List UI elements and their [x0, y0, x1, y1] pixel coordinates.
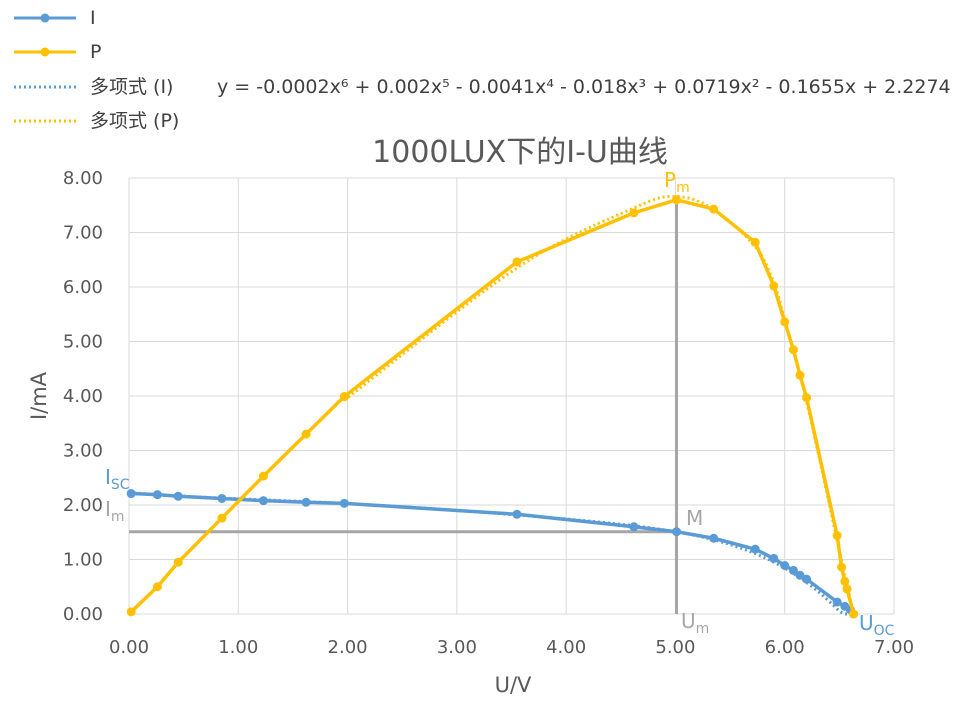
um-label: Um [681, 609, 709, 637]
data-point-i [629, 522, 639, 532]
data-point-i [769, 553, 779, 563]
legend-label-poly-p: 多项式 (P) [90, 110, 179, 132]
legend-item-i: I [14, 7, 96, 29]
data-point-i [258, 496, 268, 506]
data-point-p [173, 557, 183, 567]
data-point-p [258, 471, 268, 481]
data-point-i [802, 574, 812, 584]
y-tick-labels: 0.00 1.00 2.00 3.00 4.00 5.00 6.00 7.00 8.00 [63, 168, 103, 625]
x-tick-label: 6.00 [765, 637, 805, 658]
x-tick-label: 4.00 [546, 637, 586, 658]
im-label: Im [105, 497, 125, 525]
data-point-p [780, 317, 790, 327]
series-line-i [131, 491, 855, 616]
y-tick-label: 4.00 [63, 386, 103, 407]
legend-label-poly-i: 多项式 (I) [90, 76, 173, 98]
data-point-i [788, 565, 798, 575]
legend: I P 多项式 (I) y = -0.0002x⁶ + 0.002x⁵ - 0.… [14, 7, 951, 132]
x-axis-title: U/V [495, 673, 532, 697]
isc-label: ISC [105, 465, 130, 493]
legend-item-p: P [14, 41, 101, 63]
data-point-i [832, 597, 842, 607]
y-tick-label: 5.00 [63, 332, 103, 353]
annotations: ISC Im Pm M Um UOC [105, 168, 895, 639]
y-tick-label: 1.00 [63, 550, 103, 571]
data-point-i [126, 489, 136, 499]
chart-title: 1000LUX下的I-U曲线 [372, 135, 668, 170]
data-point-p [769, 281, 779, 291]
data-point-p [512, 257, 522, 267]
data-point-p [126, 607, 136, 617]
data-point-p [832, 531, 842, 541]
trendline-equation: y = -0.0002x⁶ + 0.002x⁵ - 0.0041x⁴ - 0.0… [217, 76, 951, 98]
data-point-p [788, 345, 798, 355]
x-tick-label: 3.00 [437, 637, 477, 658]
data-point-p [795, 370, 805, 380]
legend-label-p: P [90, 41, 101, 63]
y-tick-label: 3.00 [63, 441, 103, 462]
data-point-p [709, 204, 719, 214]
y-axis-title: I/mA [27, 371, 51, 420]
series-layer [126, 194, 859, 619]
x-tick-label: 7.00 [874, 637, 914, 658]
data-point-p [750, 237, 760, 247]
legend-label-i: I [90, 7, 96, 29]
uoc-label: UOC [859, 611, 895, 639]
data-point-i [750, 544, 760, 554]
data-point-p [840, 576, 850, 586]
data-point-p [837, 562, 847, 572]
pm-label: Pm [664, 168, 690, 196]
x-tick-labels: 0.00 1.00 2.00 3.00 4.00 5.00 6.00 7.00 [109, 637, 914, 658]
trendline-p [343, 194, 856, 615]
legend-item-poly-i: 多项式 (I) y = -0.0002x⁶ + 0.002x⁵ - 0.0041… [14, 76, 951, 98]
data-point-i [709, 533, 719, 543]
y-tick-label: 8.00 [63, 168, 103, 189]
data-point-i [152, 490, 162, 500]
data-point-i [512, 509, 522, 519]
gridlines [128, 177, 895, 615]
x-tick-label: 5.00 [655, 637, 695, 658]
data-point-i [301, 497, 311, 507]
m-label: M [686, 506, 703, 530]
data-point-i [672, 527, 682, 537]
data-point-i [780, 560, 790, 570]
data-point-i [795, 570, 805, 580]
data-point-i [217, 493, 227, 503]
legend-marker-i [40, 13, 50, 23]
data-point-p [301, 429, 311, 439]
y-tick-label: 7.00 [63, 223, 103, 244]
data-point-p [849, 609, 859, 619]
data-point-p [339, 392, 349, 402]
data-point-p [217, 513, 227, 523]
data-point-p [842, 584, 852, 594]
data-point-p [152, 582, 162, 592]
y-tick-label: 6.00 [63, 277, 103, 298]
legend-marker-p [40, 47, 50, 57]
data-point-i [173, 491, 183, 501]
data-point-p [672, 195, 682, 205]
y-tick-label: 2.00 [63, 495, 103, 516]
x-tick-label: 2.00 [328, 637, 368, 658]
data-point-i [339, 498, 349, 508]
data-point-p [802, 393, 812, 403]
data-point-p [629, 208, 639, 218]
x-tick-label: 0.00 [109, 637, 149, 658]
legend-item-poly-p: 多项式 (P) [14, 110, 179, 132]
series-line-p [129, 198, 856, 615]
guide-lines [129, 199, 679, 614]
y-tick-label: 0.00 [63, 604, 103, 625]
x-tick-label: 1.00 [218, 637, 258, 658]
